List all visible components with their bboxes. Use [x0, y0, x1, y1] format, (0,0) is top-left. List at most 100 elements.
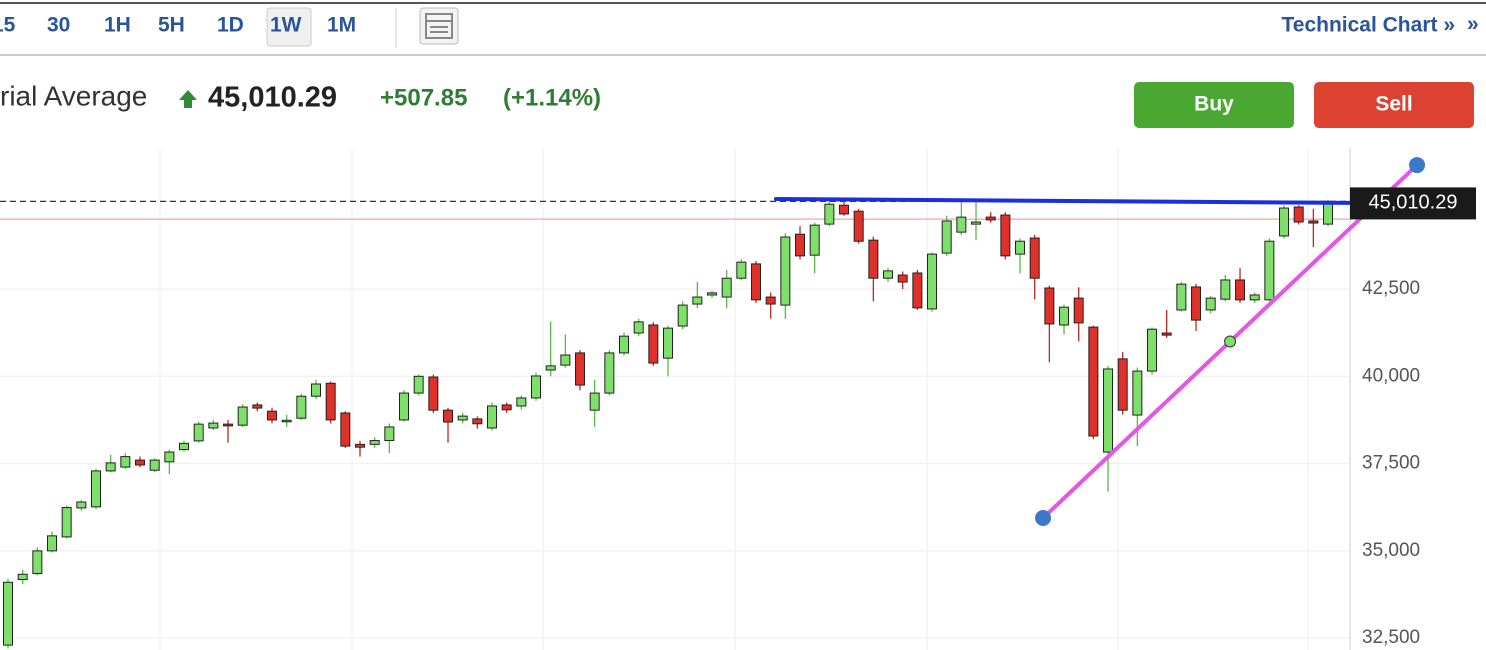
candle-body: [149, 459, 160, 471]
candle-body: [1205, 297, 1216, 311]
candle-body: [61, 507, 72, 538]
candle-body: [1161, 332, 1172, 336]
price-label-box: [1350, 187, 1476, 220]
candle-body: [707, 292, 718, 296]
interval-button[interactable]: 5H: [158, 14, 185, 37]
trend-handle[interactable]: [1409, 157, 1426, 174]
time-grid: [159, 148, 1309, 650]
candle-body: [472, 418, 483, 425]
candle-body: [252, 404, 263, 409]
candle-body: [839, 204, 850, 215]
price-label: 45,010.29: [1369, 192, 1458, 214]
sell-button[interactable]: [1314, 82, 1474, 128]
layout-icon[interactable]: [419, 7, 459, 45]
candle-body: [179, 442, 190, 451]
candle-body: [545, 365, 556, 371]
candle-body: [1264, 240, 1275, 301]
technical-chart-link[interactable]: Technical Chart »: [1282, 14, 1456, 37]
candle-body: [619, 335, 630, 354]
candle-body: [1000, 214, 1011, 257]
y-tick-label: 37,500: [1362, 453, 1420, 474]
candle-body: [780, 236, 791, 306]
candle-body: [1117, 358, 1128, 411]
interval-button[interactable]: 15: [0, 14, 16, 37]
interval-button[interactable]: 1M: [327, 14, 356, 37]
candle-body: [457, 415, 468, 421]
plot: [0, 200, 1350, 649]
candle-body: [1029, 237, 1040, 279]
trend-line: [773, 196, 1372, 206]
candle-body: [237, 406, 248, 426]
candle-body: [956, 216, 967, 233]
interval-button[interactable]: 1W: [270, 14, 302, 37]
candle-body: [487, 405, 498, 429]
candle-body: [369, 440, 380, 445]
change: +507.85: [380, 84, 467, 111]
candle-body: [105, 462, 116, 472]
candle-body: [897, 274, 908, 283]
candle-body: [1073, 297, 1084, 324]
buy-button[interactable]: [1134, 82, 1294, 128]
candle-body: [809, 224, 820, 256]
candle-body: [677, 304, 688, 327]
interval-button[interactable]: 1H: [104, 14, 131, 37]
candle-body: [325, 382, 336, 421]
candle-body: [589, 392, 600, 411]
candle-body: [1249, 294, 1260, 301]
candle-body: [193, 423, 204, 442]
candle-body: [516, 397, 527, 407]
candle-body: [985, 216, 996, 221]
candle-body: [428, 376, 439, 411]
candle-body: [443, 409, 454, 423]
candle-body: [736, 261, 747, 279]
candle-body: [208, 422, 219, 429]
candle-body: [1059, 306, 1070, 326]
candle-body: [604, 352, 615, 394]
candle-body: [883, 270, 894, 279]
candle-body: [3, 581, 13, 646]
candle-body: [575, 352, 586, 386]
interval-button[interactable]: 1D: [217, 14, 244, 37]
candle-body: [853, 210, 864, 242]
candle-body: [413, 375, 424, 394]
trend-handle[interactable]: [1035, 510, 1052, 527]
candle-body: [560, 354, 571, 366]
interval-button[interactable]: 30: [47, 14, 70, 37]
change-percent: (+1.14%): [503, 84, 601, 111]
candle-body: [795, 233, 806, 257]
y-tick-label: 35,000: [1362, 540, 1420, 561]
candle-body: [1220, 279, 1231, 300]
candle-body: [1147, 328, 1158, 372]
candle-body: [1015, 240, 1026, 255]
y-tick-label: 42,500: [1362, 278, 1420, 299]
price: 45,010.29: [208, 82, 337, 114]
candle-body: [32, 550, 43, 575]
candle-body: [91, 470, 102, 508]
candle-body: [692, 296, 703, 305]
candle-body: [531, 375, 542, 399]
candle-body: [76, 501, 87, 509]
candle-body: [135, 459, 146, 466]
candle-body: [1103, 368, 1114, 453]
candle-body: [1176, 283, 1187, 311]
candle-body: [663, 327, 674, 359]
y-tick-label: 32,500: [1362, 627, 1420, 648]
sell-label[interactable]: Sell: [1375, 93, 1412, 116]
candle-body: [1323, 200, 1334, 225]
candle-body: [296, 395, 307, 419]
candle-body: [1308, 220, 1319, 224]
selected-interval-box: [266, 7, 312, 47]
link-chevron: »: [1467, 13, 1479, 36]
candle-body: [868, 239, 879, 279]
candle-body: [164, 451, 175, 463]
candle-body: [384, 426, 395, 442]
candle-body: [1235, 279, 1246, 301]
candle-body: [267, 410, 278, 421]
buy-label[interactable]: Buy: [1194, 93, 1234, 116]
candle-body: [399, 392, 410, 421]
candle-body: [1044, 287, 1055, 325]
candle-body: [751, 263, 762, 301]
candle-body: [721, 277, 732, 298]
candle-body: [47, 535, 58, 552]
